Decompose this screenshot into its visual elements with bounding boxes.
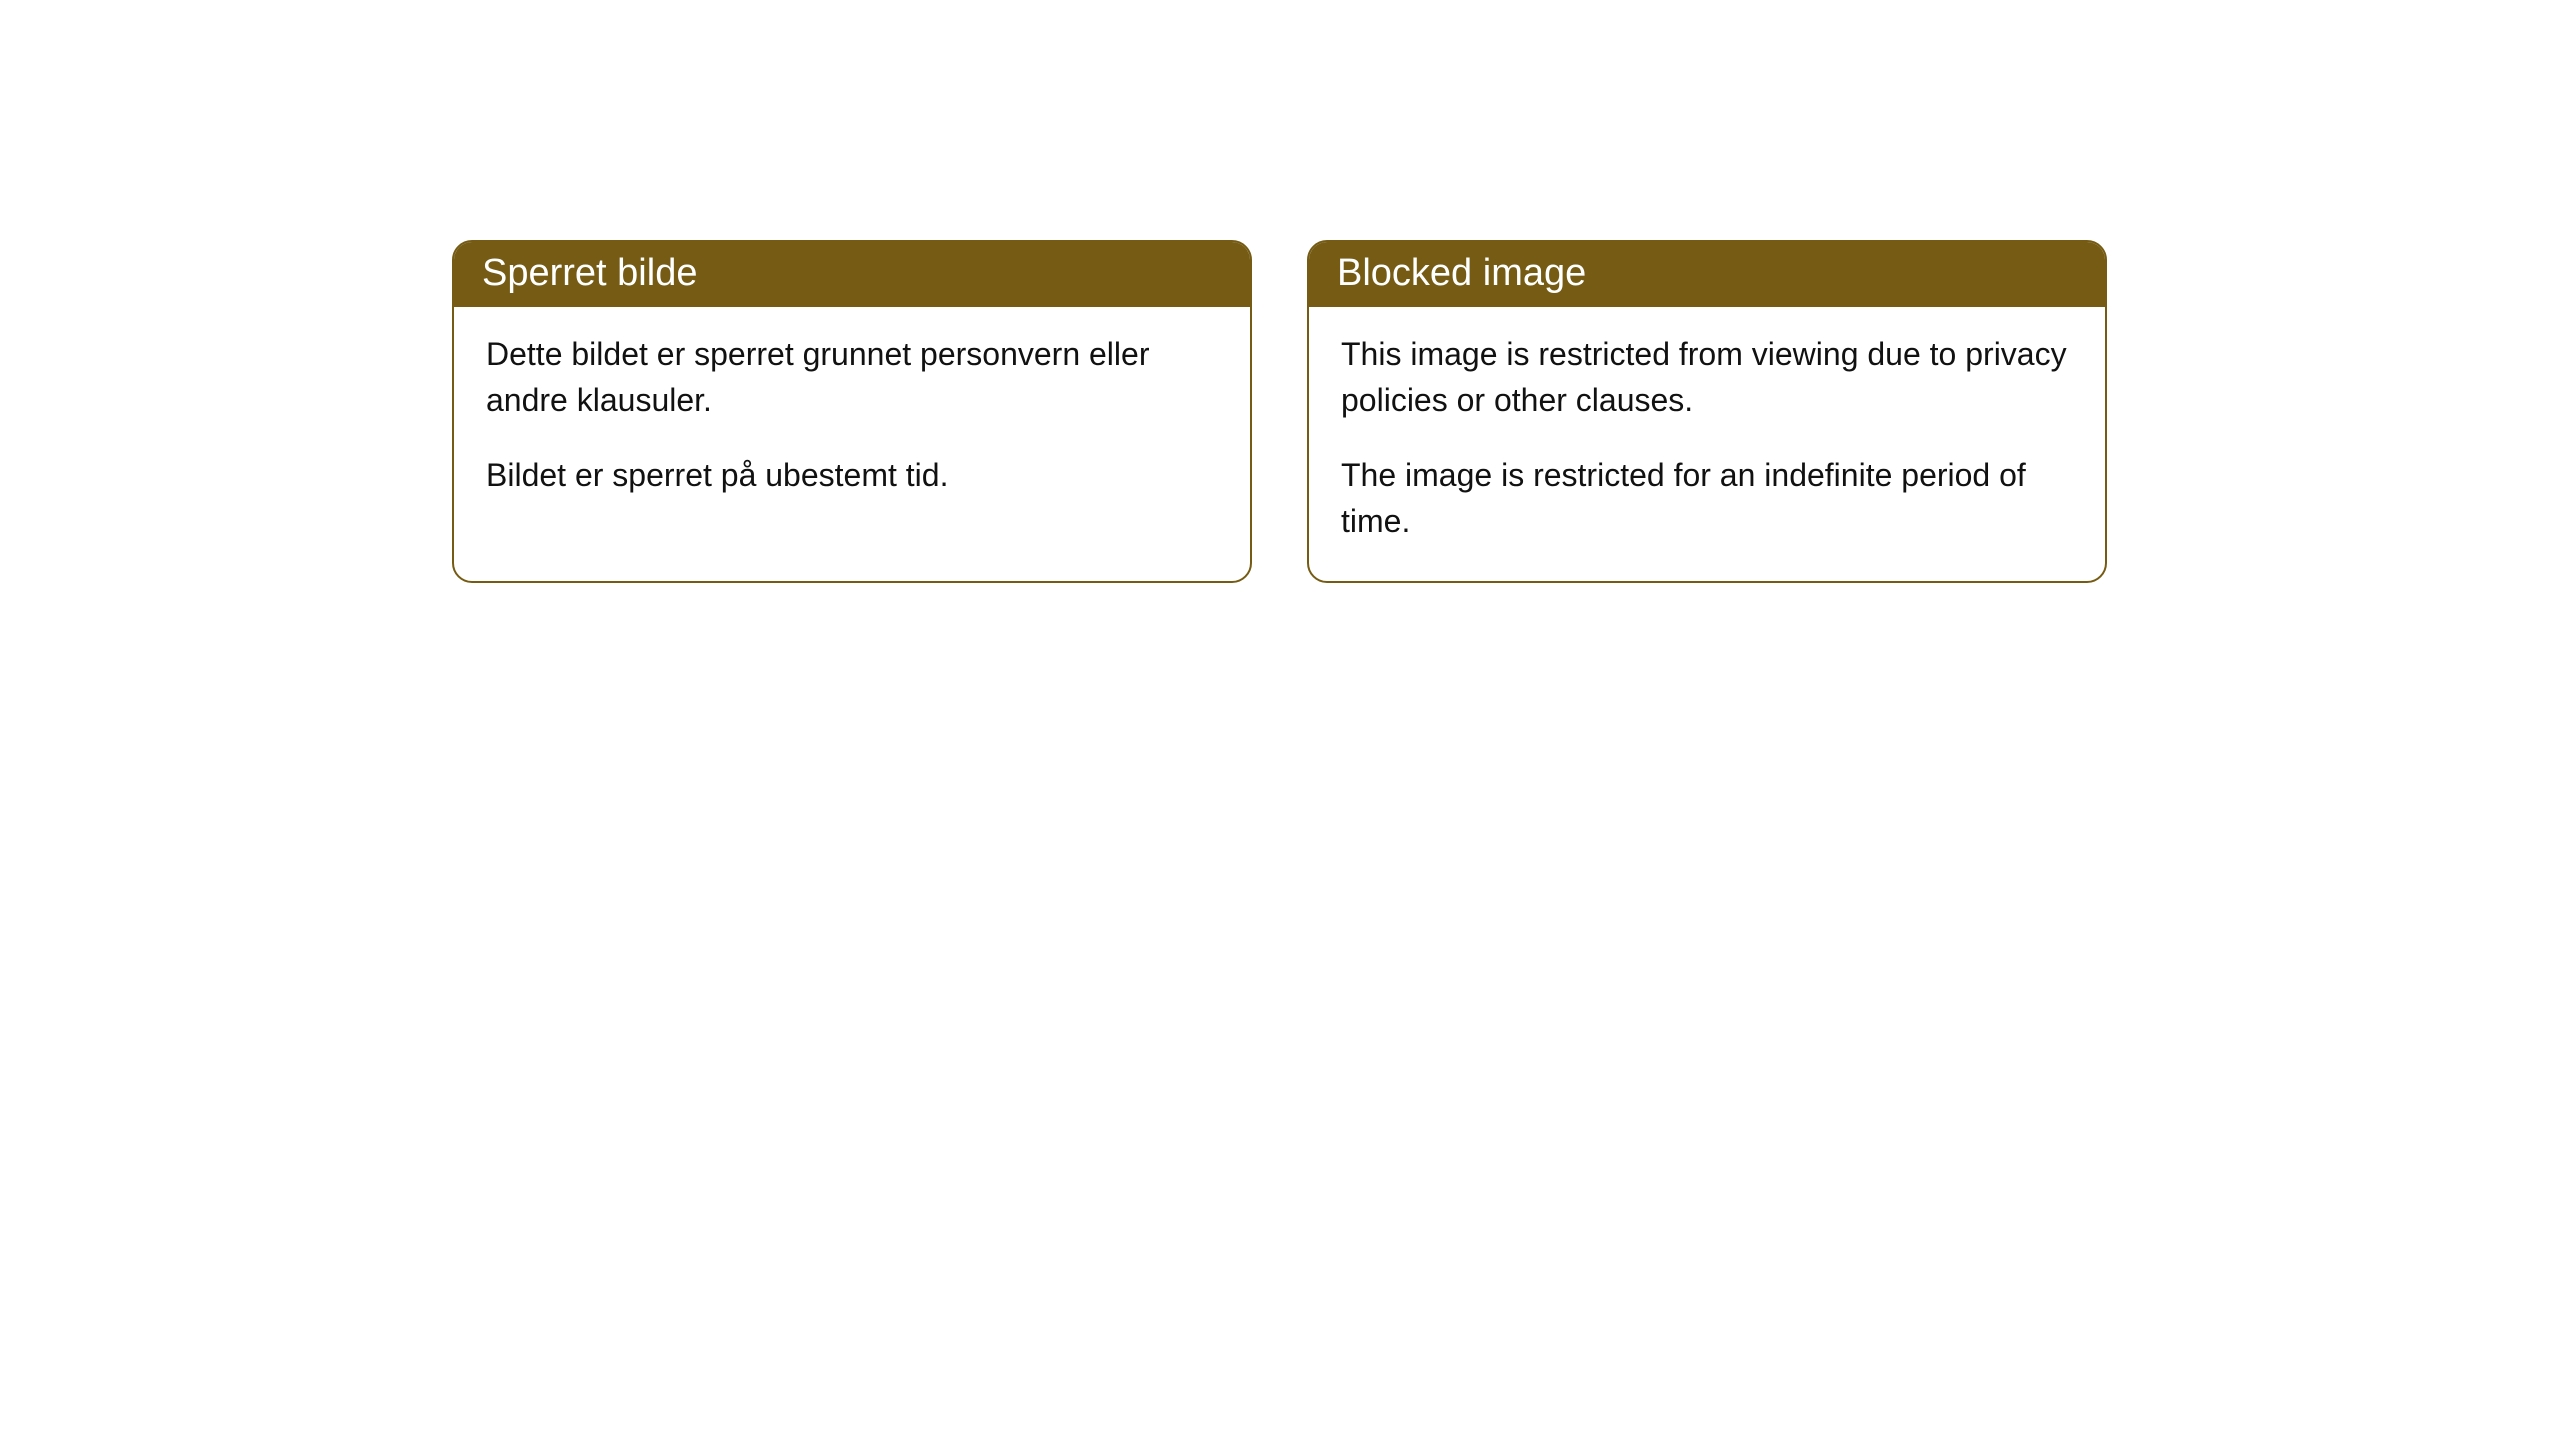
- card-right-paragraph-1: This image is restricted from viewing du…: [1341, 331, 2073, 424]
- blocked-image-card-norwegian: Sperret bilde Dette bildet er sperret gr…: [452, 240, 1252, 583]
- card-left-paragraph-2: Bildet er sperret på ubestemt tid.: [486, 452, 1218, 498]
- card-right-paragraph-2: The image is restricted for an indefinit…: [1341, 452, 2073, 545]
- cards-container: Sperret bilde Dette bildet er sperret gr…: [452, 240, 2560, 583]
- card-left-paragraph-1: Dette bildet er sperret grunnet personve…: [486, 331, 1218, 424]
- card-header-left: Sperret bilde: [454, 242, 1250, 307]
- card-header-right: Blocked image: [1309, 242, 2105, 307]
- card-body-left: Dette bildet er sperret grunnet personve…: [454, 307, 1250, 534]
- blocked-image-card-english: Blocked image This image is restricted f…: [1307, 240, 2107, 583]
- card-body-right: This image is restricted from viewing du…: [1309, 307, 2105, 581]
